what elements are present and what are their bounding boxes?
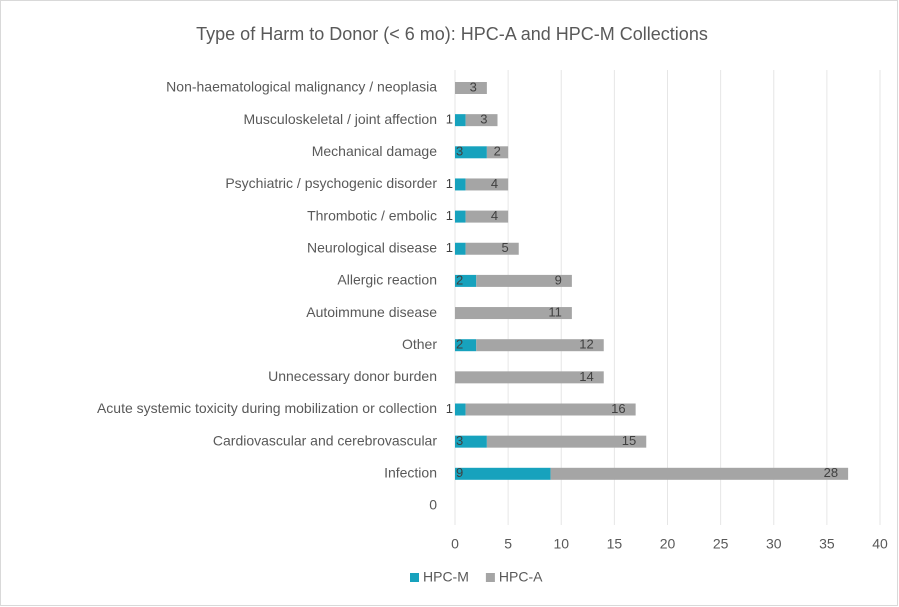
- bar: [465, 178, 509, 191]
- bar: [455, 339, 477, 352]
- value-label: 12: [579, 337, 593, 352]
- bar: [486, 435, 647, 448]
- value-label: 9: [555, 272, 562, 287]
- legend-label: HPC-M: [423, 569, 469, 585]
- y-tick-label: Mechanical damage: [312, 143, 438, 159]
- value-label: 2: [494, 144, 501, 159]
- x-tick-label: 15: [607, 536, 623, 552]
- bar: [476, 339, 604, 352]
- value-label: 1: [446, 176, 453, 191]
- bar: [465, 403, 636, 416]
- y-tick-label: Thrombotic / embolic: [307, 207, 437, 223]
- value-label: 1: [446, 401, 453, 416]
- bar: [476, 274, 572, 287]
- bar: [455, 274, 477, 287]
- y-tick-label: Non-haematological malignancy / neoplasi…: [166, 79, 437, 95]
- x-tick-label: 0: [451, 536, 459, 552]
- bar: [455, 307, 572, 320]
- x-tick-label: 20: [660, 536, 676, 552]
- y-tick-label: Other: [402, 336, 437, 352]
- value-label: 1: [446, 240, 453, 255]
- value-label: 15: [622, 433, 636, 448]
- value-label: 5: [502, 240, 509, 255]
- legend-swatch: [410, 573, 419, 582]
- y-tick-label: Unnecessary donor burden: [268, 368, 437, 384]
- bar: [465, 242, 519, 255]
- bar: [455, 435, 487, 448]
- bar: [550, 467, 849, 480]
- bar: [455, 403, 466, 416]
- bar: [465, 114, 498, 127]
- chart-title: Type of Harm to Donor (< 6 mo): HPC-A an…: [196, 24, 708, 44]
- y-tick-label: 0: [429, 497, 437, 513]
- x-tick-label: 25: [713, 536, 729, 552]
- bar: [486, 146, 509, 159]
- legend-swatch: [485, 573, 495, 582]
- y-tick-label: Cardiovascular and cerebrovascular: [213, 432, 437, 448]
- bar: [465, 210, 509, 223]
- value-label: 28: [824, 465, 838, 480]
- x-tick-label: 35: [819, 536, 835, 552]
- x-tick-label: 10: [553, 536, 569, 552]
- value-label: 3: [456, 433, 463, 448]
- y-tick-label: Infection: [384, 465, 437, 481]
- legend-label: HPC-A: [499, 569, 543, 585]
- bar: [455, 467, 551, 480]
- value-label: 3: [456, 144, 463, 159]
- x-tick-label: 30: [766, 536, 782, 552]
- x-tick-label: 40: [872, 536, 888, 552]
- y-tick-label: Allergic reaction: [337, 272, 437, 288]
- bar: [455, 82, 487, 94]
- value-label: 14: [579, 369, 593, 384]
- bar: [455, 114, 466, 127]
- y-tick-label: Neurological disease: [307, 239, 437, 255]
- value-label: 9: [456, 465, 463, 480]
- bar: [455, 242, 466, 255]
- bar: [455, 178, 466, 191]
- value-label: 3: [470, 79, 477, 94]
- bar: [455, 210, 466, 223]
- value-label: 1: [446, 208, 453, 223]
- value-label: 4: [491, 208, 498, 223]
- value-label: 16: [611, 401, 625, 416]
- y-tick-label: Psychiatric / psychogenic disorder: [225, 175, 437, 191]
- y-tick-label: Musculoskeletal / joint affection: [243, 111, 437, 127]
- value-label: 11: [548, 304, 562, 319]
- value-label: 2: [456, 272, 463, 287]
- y-tick-label: Acute systemic toxicity during mobilizat…: [97, 400, 437, 416]
- x-tick-label: 5: [504, 536, 512, 552]
- value-label: 2: [456, 337, 463, 352]
- y-tick-label: Autoimmune disease: [306, 304, 437, 320]
- value-label: 1: [446, 112, 453, 127]
- value-label: 4: [491, 176, 498, 191]
- bar: [455, 371, 604, 384]
- bar: [455, 146, 487, 159]
- value-label: 3: [480, 112, 487, 127]
